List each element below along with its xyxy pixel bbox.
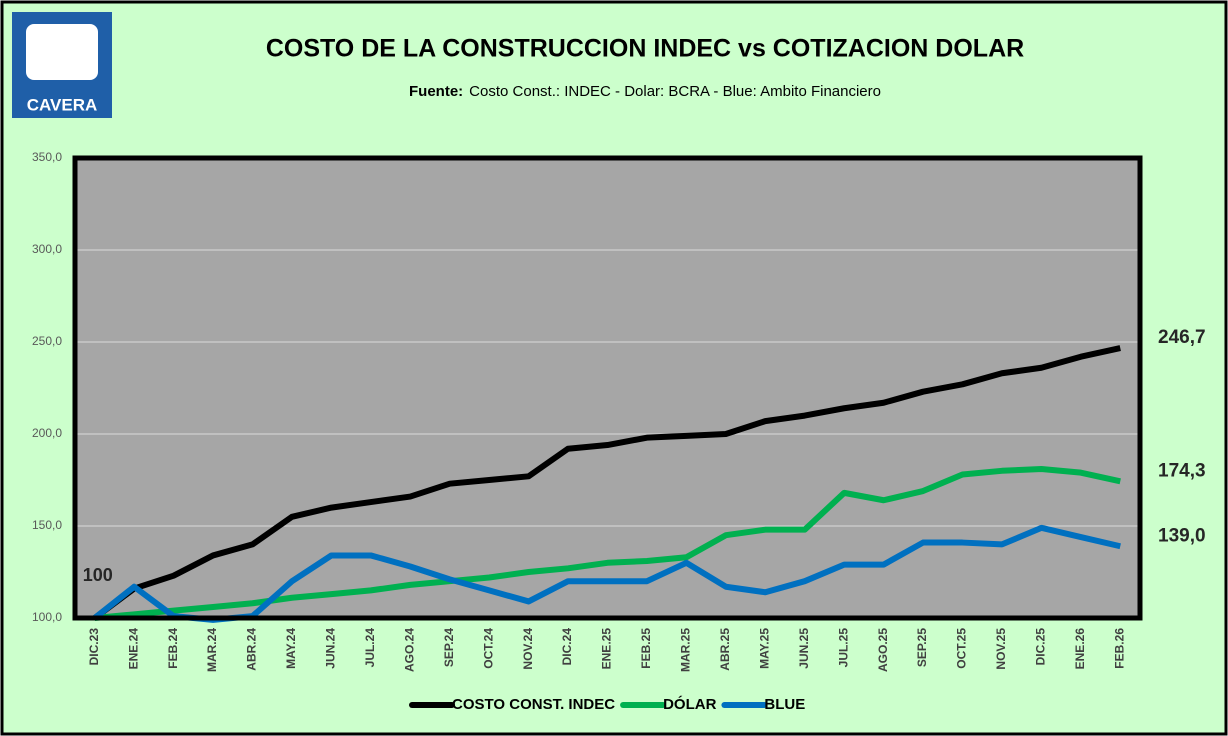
source-label: Fuente:	[409, 83, 463, 100]
y-tick-label: 300,0	[32, 242, 62, 256]
x-tick-label: AGO.24	[402, 628, 416, 672]
x-tick-label: JUN.24	[324, 628, 338, 669]
y-tick-label: 100,0	[32, 610, 62, 624]
y-tick-label: 200,0	[32, 426, 62, 440]
legend-label: BLUE	[764, 696, 805, 713]
logo-mark	[26, 24, 98, 80]
x-tick-label: JUL.24	[363, 628, 377, 668]
y-tick-label: 150,0	[32, 518, 62, 532]
y-tick-label: 350,0	[32, 150, 62, 164]
legend-label: COSTO CONST. INDEC	[452, 696, 615, 713]
y-tick-label: 250,0	[32, 334, 62, 348]
x-tick-label: ENE.24	[126, 628, 140, 670]
x-tick-label: FEB.26	[1112, 628, 1126, 669]
x-tick-label: MAY.25	[757, 628, 771, 669]
x-tick-label: MAR.25	[679, 628, 693, 672]
plot-border	[72, 155, 1143, 621]
x-tick-label: NOV.24	[521, 628, 535, 670]
x-tick-label: ABR.24	[245, 628, 259, 671]
line-series	[92, 345, 1121, 621]
data-label: 246,7	[1158, 327, 1206, 348]
logo-text: CAVERA	[27, 95, 98, 114]
x-tick-label: ENE.25	[600, 628, 614, 670]
chart-subtitle: Fuente: Costo Const.: INDEC - Dolar: BCRA…	[409, 83, 881, 100]
data-label: 174,3	[1158, 460, 1206, 481]
x-tick-label: NOV.25	[994, 628, 1008, 670]
x-tick-label: JUL.25	[836, 628, 850, 668]
x-tick-label: FEB.25	[639, 628, 653, 669]
x-tick-label: AGO.25	[876, 628, 890, 672]
x-tick-label: FEB.24	[166, 628, 180, 669]
chart-title: COSTO DE LA CONSTRUCCION INDEC vs COTIZA…	[266, 35, 1024, 63]
x-tick-label: OCT.25	[955, 628, 969, 669]
data-label: 139,0	[1158, 525, 1206, 546]
x-tick-label: MAR.24	[205, 628, 219, 672]
line-series	[92, 524, 1121, 623]
x-tick-label: SEP.25	[915, 628, 929, 667]
x-tick-label: DIC.24	[560, 628, 574, 666]
subtitle: Costo Const.: INDEC - Dolar: BCRA - Blue…	[469, 83, 881, 100]
x-tick-label: JUN.25	[797, 628, 811, 669]
x-tick-label: ABR.25	[718, 628, 732, 671]
x-tick-label: SEP.24	[442, 628, 456, 667]
data-label: 100	[83, 565, 113, 585]
x-tick-label: ENE.26	[1073, 628, 1087, 670]
x-tick-label: DIC.25	[1034, 628, 1048, 666]
legend-label: DÓLAR	[663, 695, 716, 713]
x-tick-label: OCT.24	[481, 628, 495, 669]
x-tick-label: MAY.24	[284, 628, 298, 669]
x-tick-label: DIC.23	[87, 628, 101, 666]
